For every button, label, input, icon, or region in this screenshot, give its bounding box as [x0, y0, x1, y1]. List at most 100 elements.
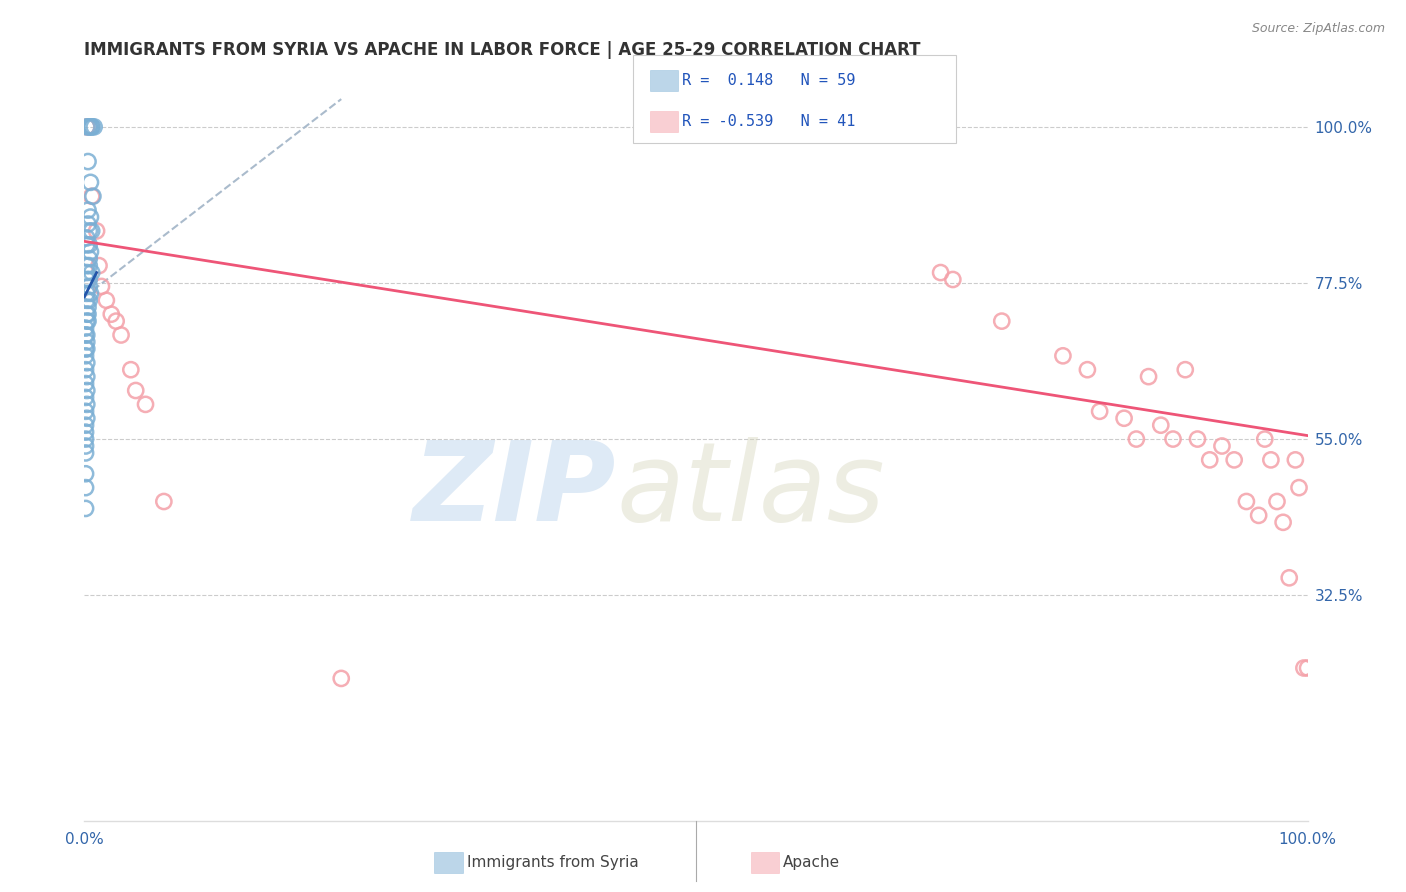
- Text: Apache: Apache: [783, 855, 841, 870]
- Point: [79, 175, 101, 189]
- Point: [76, 286, 98, 301]
- Point: [330, 672, 353, 686]
- Point: [77, 224, 100, 238]
- Point: [1265, 494, 1288, 508]
- Point: [75, 418, 97, 433]
- Point: [80, 120, 103, 134]
- Point: [1296, 661, 1319, 675]
- Point: [76, 411, 98, 425]
- Point: [76, 259, 98, 273]
- Point: [75, 349, 97, 363]
- Point: [1114, 411, 1136, 425]
- Point: [76, 307, 98, 321]
- Point: [90, 279, 112, 293]
- Point: [76, 356, 98, 370]
- Point: [153, 494, 176, 508]
- Text: IMMIGRANTS FROM SYRIA VS APACHE IN LABOR FORCE | AGE 25-29 CORRELATION CHART: IMMIGRANTS FROM SYRIA VS APACHE IN LABOR…: [84, 41, 921, 59]
- Point: [77, 237, 100, 252]
- Point: [76, 342, 98, 356]
- Point: [942, 272, 965, 286]
- Point: [76, 397, 98, 411]
- Point: [96, 293, 118, 308]
- Point: [77, 259, 100, 273]
- Point: [76, 120, 98, 134]
- Point: [1174, 362, 1197, 376]
- Point: [76, 272, 98, 286]
- Point: [80, 266, 103, 280]
- Point: [1254, 432, 1277, 446]
- Point: [75, 432, 97, 446]
- Point: [75, 362, 97, 376]
- Point: [77, 217, 100, 231]
- Point: [1278, 571, 1301, 585]
- Point: [79, 286, 101, 301]
- Point: [1187, 432, 1209, 446]
- Point: [76, 293, 98, 308]
- Point: [76, 328, 98, 343]
- Point: [75, 439, 97, 453]
- Point: [75, 342, 97, 356]
- Point: [1236, 494, 1258, 508]
- Point: [1247, 508, 1270, 523]
- Point: [75, 501, 97, 516]
- Point: [75, 328, 97, 343]
- Point: [110, 328, 132, 343]
- Point: [76, 231, 98, 245]
- Point: [1272, 516, 1295, 530]
- Text: R =  0.148   N = 59: R = 0.148 N = 59: [682, 73, 855, 87]
- Point: [82, 189, 104, 203]
- Point: [1292, 661, 1315, 675]
- Point: [77, 154, 100, 169]
- Point: [100, 307, 122, 321]
- Point: [1223, 453, 1246, 467]
- Point: [1288, 481, 1310, 495]
- Point: [87, 259, 110, 273]
- Point: [1198, 453, 1220, 467]
- Point: [1052, 349, 1074, 363]
- Point: [120, 362, 142, 376]
- Point: [135, 397, 157, 411]
- Text: R = -0.539   N = 41: R = -0.539 N = 41: [682, 114, 855, 128]
- Point: [105, 314, 128, 328]
- Point: [76, 314, 98, 328]
- Point: [75, 404, 97, 418]
- Point: [1088, 404, 1111, 418]
- Point: [1150, 418, 1173, 433]
- Point: [125, 384, 148, 398]
- Point: [77, 279, 100, 293]
- Point: [86, 224, 108, 238]
- Point: [1125, 432, 1147, 446]
- Point: [79, 244, 101, 259]
- Text: ZIP: ZIP: [413, 437, 616, 544]
- Point: [77, 252, 100, 266]
- Point: [80, 189, 103, 203]
- Point: [75, 376, 97, 391]
- Point: [1137, 369, 1160, 384]
- Point: [76, 384, 98, 398]
- Point: [77, 120, 100, 134]
- Point: [76, 120, 98, 134]
- Point: [1260, 453, 1282, 467]
- Point: [83, 120, 105, 134]
- Point: [75, 446, 97, 460]
- Point: [75, 321, 97, 335]
- Point: [77, 293, 100, 308]
- Point: [1076, 362, 1098, 376]
- Text: Source: ZipAtlas.com: Source: ZipAtlas.com: [1251, 22, 1385, 36]
- Point: [77, 203, 100, 218]
- Point: [80, 120, 103, 134]
- Point: [929, 266, 952, 280]
- Point: [1161, 432, 1184, 446]
- Point: [1284, 453, 1306, 467]
- Point: [75, 481, 97, 495]
- Text: atlas: atlas: [616, 437, 886, 544]
- Point: [77, 314, 100, 328]
- Text: Immigrants from Syria: Immigrants from Syria: [467, 855, 638, 870]
- Point: [76, 237, 98, 252]
- Point: [75, 425, 97, 439]
- Point: [76, 369, 98, 384]
- Point: [1211, 439, 1233, 453]
- Point: [80, 224, 103, 238]
- Point: [991, 314, 1014, 328]
- Point: [79, 210, 101, 224]
